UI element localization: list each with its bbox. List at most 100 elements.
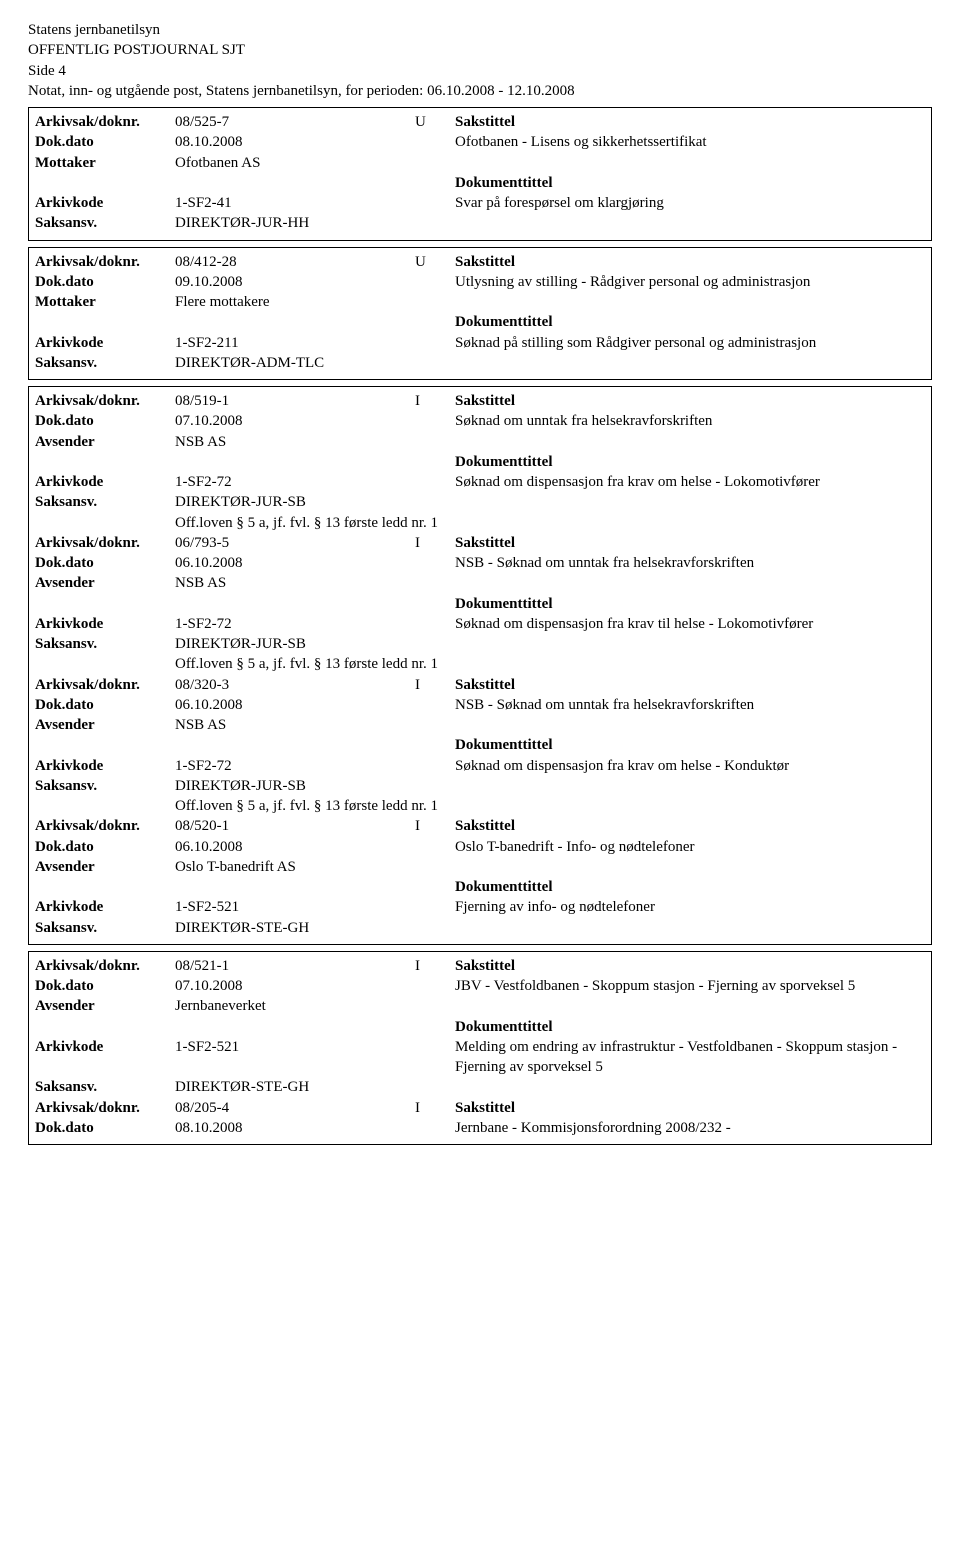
- label-saksansv: Saksansv.: [35, 353, 175, 373]
- value-iu: I: [415, 533, 455, 553]
- value-party: Jernbaneverket: [175, 996, 415, 1016]
- value-dokdato: 07.10.2008: [175, 976, 415, 996]
- label-arkivkode: Arkivkode: [35, 1037, 175, 1057]
- value-party: Oslo T-banedrift AS: [175, 857, 415, 877]
- label-saksansv: Saksansv.: [35, 492, 175, 512]
- value-sakstittel: JBV - Vestfoldbanen - Skoppum stasjon - …: [455, 976, 925, 996]
- label-arkivkode: Arkivkode: [35, 614, 175, 634]
- label-sakstittel: Sakstittel: [455, 956, 575, 976]
- label-dokumenttittel: Dokumenttittel: [455, 594, 575, 614]
- value-party: Ofotbanen AS: [175, 153, 415, 173]
- label-saksansv: Saksansv.: [35, 918, 175, 938]
- value-dokdato: 08.10.2008: [175, 1118, 415, 1138]
- label-dokdato: Dok.dato: [35, 976, 175, 996]
- value-arkivsak: 08/320-3: [175, 675, 415, 695]
- value-sakstittel: Søknad om unntak fra helsekravforskrifte…: [455, 411, 925, 431]
- value-offloven: Off.loven § 5 a, jf. fvl. § 13 første le…: [175, 513, 455, 533]
- label-dokdato: Dok.dato: [35, 553, 175, 573]
- label-dokdato: Dok.dato: [35, 837, 175, 857]
- label-arkivsak: Arkivsak/doknr.: [35, 252, 175, 272]
- label-party: Mottaker: [35, 153, 175, 173]
- value-arkivkode: 1-SF2-72: [175, 472, 415, 492]
- value-sakstittel: Oslo T-banedrift - Info- og nødtelefoner: [455, 837, 925, 857]
- value-iu: U: [415, 112, 455, 132]
- label-sakstittel: Sakstittel: [455, 391, 575, 411]
- value-doktittel: Søknad om dispensasjon fra krav om helse…: [455, 472, 925, 492]
- label-saksansv: Saksansv.: [35, 1077, 175, 1097]
- value-dokdato: 06.10.2008: [175, 553, 415, 573]
- label-party: Avsender: [35, 715, 175, 735]
- record-box: Arkivsak/doknr.08/519-1ISakstittelDok.da…: [28, 386, 932, 945]
- label-arkivsak: Arkivsak/doknr.: [35, 112, 175, 132]
- label-dokumenttittel: Dokumenttittel: [455, 452, 575, 472]
- value-arkivsak: 08/205-4: [175, 1098, 415, 1118]
- label-arkivsak: Arkivsak/doknr.: [35, 391, 175, 411]
- value-saksansv: DIREKTØR-JUR-SB: [175, 492, 415, 512]
- header-journal: OFFENTLIG POSTJOURNAL SJT: [28, 40, 932, 60]
- label-arkivsak: Arkivsak/doknr.: [35, 816, 175, 836]
- label-dokdato: Dok.dato: [35, 132, 175, 152]
- value-doktittel: Fjerning av info- og nødtelefoner: [455, 897, 925, 917]
- label-dokdato: Dok.dato: [35, 1118, 175, 1138]
- record-box: Arkivsak/doknr.08/412-28USakstittelDok.d…: [28, 247, 932, 381]
- label-saksansv: Saksansv.: [35, 634, 175, 654]
- value-sakstittel: Jernbane - Kommisjonsforordning 2008/232…: [455, 1118, 925, 1138]
- value-arkivkode: 1-SF2-41: [175, 193, 415, 213]
- value-dokdato: 08.10.2008: [175, 132, 415, 152]
- label-party: Mottaker: [35, 292, 175, 312]
- label-party: Avsender: [35, 432, 175, 452]
- value-doktittel: Melding om endring av infrastruktur - Ve…: [455, 1037, 925, 1078]
- value-offloven: Off.loven § 5 a, jf. fvl. § 13 første le…: [175, 654, 455, 674]
- record-box: Arkivsak/doknr.08/521-1ISakstittelDok.da…: [28, 951, 932, 1145]
- value-arkivkode: 1-SF2-72: [175, 614, 415, 634]
- value-arkivkode: 1-SF2-72: [175, 756, 415, 776]
- header-desc: Notat, inn- og utgående post, Statens je…: [28, 81, 932, 101]
- value-iu: I: [415, 675, 455, 695]
- label-dokumenttittel: Dokumenttittel: [455, 1017, 575, 1037]
- label-sakstittel: Sakstittel: [455, 252, 575, 272]
- header-org: Statens jernbanetilsyn: [28, 20, 932, 40]
- value-arkivsak: 08/520-1: [175, 816, 415, 836]
- value-saksansv: DIREKTØR-ADM-TLC: [175, 353, 415, 373]
- label-arkivkode: Arkivkode: [35, 333, 175, 353]
- value-arkivkode: 1-SF2-521: [175, 1037, 415, 1057]
- label-sakstittel: Sakstittel: [455, 533, 575, 553]
- label-party: Avsender: [35, 857, 175, 877]
- value-dokdato: 09.10.2008: [175, 272, 415, 292]
- value-saksansv: DIREKTØR-JUR-HH: [175, 213, 415, 233]
- value-sakstittel: NSB - Søknad om unntak fra helsekravfors…: [455, 553, 925, 573]
- label-arkivsak: Arkivsak/doknr.: [35, 1098, 175, 1118]
- value-arkivsak: 08/412-28: [175, 252, 415, 272]
- header-page: Side 4: [28, 61, 932, 81]
- label-party: Avsender: [35, 573, 175, 593]
- label-dokumenttittel: Dokumenttittel: [455, 173, 575, 193]
- value-doktittel: Søknad om dispensasjon fra krav til hels…: [455, 614, 925, 634]
- value-iu: I: [415, 816, 455, 836]
- value-iu: I: [415, 956, 455, 976]
- value-saksansv: DIREKTØR-STE-GH: [175, 1077, 415, 1097]
- value-sakstittel: NSB - Søknad om unntak fra helsekravfors…: [455, 695, 925, 715]
- value-sakstittel: Utlysning av stilling - Rådgiver persona…: [455, 272, 925, 292]
- value-saksansv: DIREKTØR-STE-GH: [175, 918, 415, 938]
- label-arkivkode: Arkivkode: [35, 193, 175, 213]
- label-dokumenttittel: Dokumenttittel: [455, 735, 575, 755]
- label-arkivsak: Arkivsak/doknr.: [35, 533, 175, 553]
- value-saksansv: DIREKTØR-JUR-SB: [175, 776, 415, 796]
- label-arkivkode: Arkivkode: [35, 756, 175, 776]
- value-party: Flere mottakere: [175, 292, 415, 312]
- value-iu: I: [415, 391, 455, 411]
- value-iu: I: [415, 1098, 455, 1118]
- label-saksansv: Saksansv.: [35, 213, 175, 233]
- value-arkivkode: 1-SF2-211: [175, 333, 415, 353]
- value-doktittel: Søknad om dispensasjon fra krav om helse…: [455, 756, 925, 776]
- label-dokdato: Dok.dato: [35, 411, 175, 431]
- value-doktittel: Søknad på stilling som Rådgiver personal…: [455, 333, 925, 353]
- value-dokdato: 06.10.2008: [175, 695, 415, 715]
- label-dokdato: Dok.dato: [35, 695, 175, 715]
- label-arkivsak: Arkivsak/doknr.: [35, 675, 175, 695]
- label-party: Avsender: [35, 996, 175, 1016]
- label-sakstittel: Sakstittel: [455, 112, 575, 132]
- value-iu: U: [415, 252, 455, 272]
- value-sakstittel: Ofotbanen - Lisens og sikkerhetssertifik…: [455, 132, 925, 152]
- label-arkivsak: Arkivsak/doknr.: [35, 956, 175, 976]
